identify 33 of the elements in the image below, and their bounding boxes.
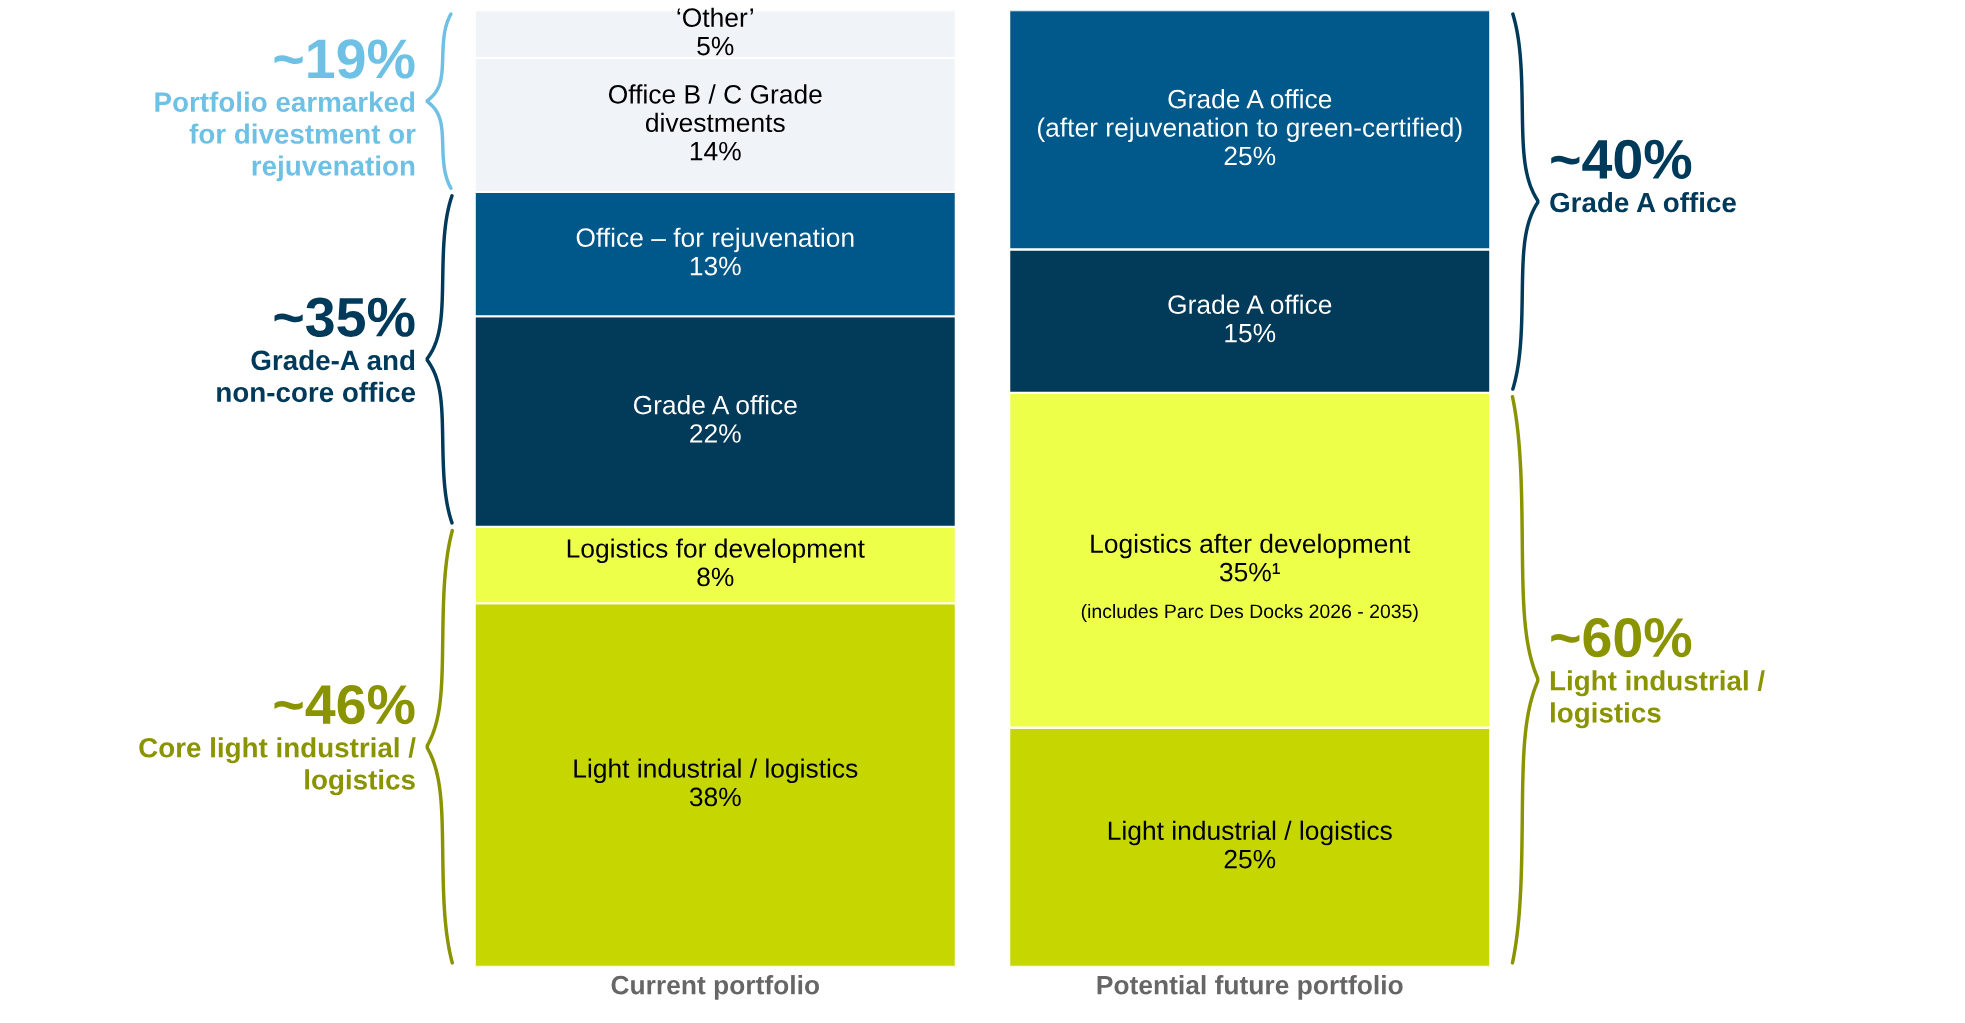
data-label: 25% [1224, 849, 1276, 869]
data-label: 38% [689, 787, 741, 807]
series-label: Logistics for development [567, 538, 865, 564]
series-label: Grade A office (after rejuvenation to green-certified) [1037, 89, 1462, 143]
text: ~40% [1551, 139, 1692, 180]
data-label: 35%¹ [1219, 562, 1280, 582]
data-label: 15% [1225, 323, 1276, 343]
text: Grade A office [633, 395, 797, 415]
series-label: Grade A office [1168, 294, 1332, 314]
annotation: (includes Parc Des Docks 2026 - 2035) [1081, 603, 1418, 623]
series-label: ‘Other’ [677, 7, 753, 28]
text: Portfolio earmarked for divestment or rejuvenation [155, 91, 416, 182]
data-label: 14% [690, 141, 741, 161]
series-label: Logistics after development [1091, 533, 1411, 559]
data-label: 25% [1224, 146, 1276, 166]
series-label: Light industrial / logistics [1108, 820, 1392, 846]
text: ~60% [1551, 617, 1692, 658]
series-label: Office – for rejuvenation [576, 227, 854, 253]
text: ~35% [274, 297, 415, 337]
text: ~19% [274, 39, 415, 79]
text: ~46% [274, 684, 415, 725]
x-tick-label: Potential future portfolio [1097, 975, 1403, 1000]
series-label: Office B / C Grade divestments [608, 84, 822, 133]
text: Grade-A and non-core office [217, 349, 416, 403]
data-label: 13% [690, 256, 741, 276]
text: Grade A office [1550, 191, 1736, 213]
data-label: 5% [697, 36, 734, 56]
x-tick-label: Current portfolio [611, 975, 820, 1000]
text: Core light industrial / logistics [139, 737, 416, 796]
text: Light industrial / logistics [574, 758, 858, 784]
text: Light industrial / logistics [1550, 670, 1765, 729]
data-label: 8% [697, 567, 734, 587]
data-label: 22% [690, 424, 741, 443]
